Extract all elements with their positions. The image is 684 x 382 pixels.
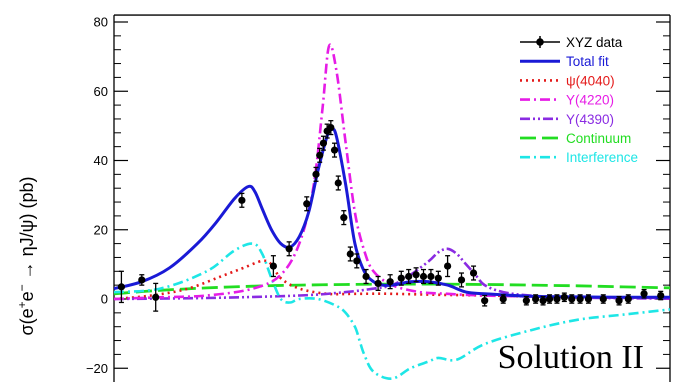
- data-point: [640, 290, 648, 298]
- legend-label-continuum: Continuum: [566, 131, 631, 146]
- data-point: [397, 274, 405, 282]
- data-point: [152, 293, 160, 301]
- plot-frame: [113, 14, 671, 382]
- legend-label--4040-: ψ(4040): [566, 73, 615, 88]
- data-point: [553, 295, 561, 303]
- legend-swatch-marker: [536, 38, 544, 46]
- data-point: [419, 272, 428, 281]
- data-point: [568, 295, 576, 303]
- y-tick-label: 0: [101, 292, 108, 307]
- y-axis-title-superscript: +: [15, 301, 29, 308]
- data-point: [330, 146, 339, 154]
- legend: XYZ data Total fit ψ(4040) Y(4220) Y(4390) Co…: [520, 35, 638, 165]
- y-tick-label: 80: [94, 15, 108, 30]
- series-line-interference: [114, 242, 670, 380]
- data-point: [545, 295, 554, 303]
- data-point: [405, 272, 413, 281]
- data-point: [312, 170, 320, 178]
- data-point: [327, 124, 335, 132]
- data-point: [532, 295, 540, 303]
- y-tick-label: 40: [94, 153, 108, 168]
- data-point: [522, 297, 530, 305]
- y-axis-ticks: −20 0 20 40 60 80: [86, 15, 670, 376]
- data-point: [138, 276, 146, 284]
- data-points: [117, 120, 665, 312]
- legend-label-y-4390-: Y(4390): [566, 112, 614, 127]
- data-point: [469, 269, 478, 277]
- legend-label-interference: Interference: [566, 150, 638, 165]
- data-point: [269, 262, 277, 270]
- data-point: [584, 295, 593, 303]
- data-point: [303, 200, 311, 208]
- data-point: [457, 276, 466, 284]
- data-point: [624, 295, 632, 303]
- y-axis-label: σ(e+e− → ηJ/ψ) (pb): [15, 176, 37, 335]
- data-point: [346, 250, 354, 258]
- data-point: [386, 278, 394, 286]
- data-point: [657, 291, 665, 300]
- series-line-y-4220-: [114, 43, 670, 301]
- y-axis-title-part: σ(e: [17, 308, 37, 335]
- y-axis-title: σ(e+e− → ηJ/ψ) (pb): [15, 176, 37, 335]
- y-tick-label: −20: [86, 361, 108, 376]
- data-point: [599, 295, 607, 303]
- data-point: [499, 295, 507, 303]
- legend-label-total-fit: Total fit: [566, 54, 609, 69]
- data-point: [539, 297, 547, 305]
- y-tick-label: 20: [94, 222, 108, 237]
- series-line-y-4390-: [114, 247, 670, 301]
- y-axis-title-superscript: −: [15, 284, 29, 291]
- data-point: [427, 272, 435, 281]
- data-point: [316, 151, 324, 159]
- data-point: [117, 283, 126, 291]
- data-point: [362, 272, 370, 281]
- data-point: [340, 214, 348, 222]
- data-point: [412, 271, 420, 279]
- y-axis-title-part: e: [17, 291, 37, 301]
- data-point: [481, 297, 489, 305]
- data-point: [285, 245, 293, 253]
- solution-annotation: Solution II: [498, 339, 644, 376]
- data-point: [615, 297, 623, 305]
- data-point: [374, 279, 382, 288]
- data-point: [560, 293, 568, 301]
- data-point: [238, 196, 246, 204]
- legend-label-y-4220-: Y(4220): [566, 93, 614, 108]
- y-tick-label: 60: [94, 84, 108, 99]
- data-point: [334, 179, 342, 187]
- data-point: [576, 295, 584, 303]
- y-axis-title-part: → ηJ/ψ) (pb): [17, 176, 37, 284]
- legend-label-xyz-data: XYZ data: [566, 35, 623, 50]
- data-point: [434, 274, 442, 282]
- data-point: [444, 262, 452, 270]
- data-point: [353, 257, 361, 265]
- data-point: [319, 139, 328, 147]
